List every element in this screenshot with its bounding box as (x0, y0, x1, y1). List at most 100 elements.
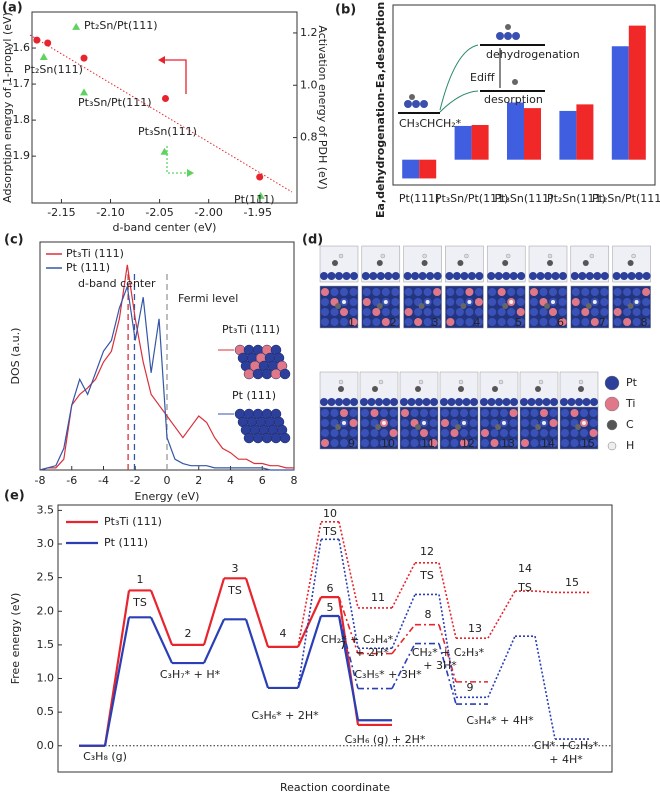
frame-number: 12 (461, 437, 475, 450)
atom (389, 419, 398, 427)
atom (380, 409, 388, 417)
atom (460, 439, 468, 447)
bar (419, 159, 437, 179)
panel-label: (e) (4, 489, 25, 504)
atom (384, 272, 393, 280)
atom (458, 379, 464, 385)
legend-label: Pt (111) (104, 536, 148, 549)
atom (410, 439, 419, 447)
atom (539, 308, 548, 316)
bar (559, 110, 577, 160)
connector (338, 596, 359, 654)
y-tick-label: -1.6 (9, 41, 30, 54)
point (39, 53, 48, 61)
atom (335, 303, 341, 309)
atom (458, 386, 464, 392)
atom (592, 300, 597, 304)
connector (438, 594, 457, 698)
atom (539, 288, 548, 296)
species-label: CH* +C₂H₃* (534, 739, 599, 752)
point (160, 147, 169, 155)
connector (297, 596, 322, 648)
atom (559, 272, 567, 280)
frame-number: 10 (381, 437, 395, 450)
x-tick-label: -1.95 (244, 206, 272, 219)
atom (623, 318, 632, 326)
atom (469, 419, 478, 427)
atom (600, 318, 609, 326)
atom (549, 439, 558, 447)
atom (320, 272, 328, 280)
connector (438, 562, 457, 639)
atom (582, 421, 586, 425)
atom (401, 429, 409, 437)
y-tick-label: 3.0 (37, 537, 55, 550)
atom (517, 272, 526, 280)
state-number: 9 (467, 681, 474, 694)
atom (530, 409, 539, 417)
atom (497, 288, 506, 296)
species-label: + 4H* (549, 753, 583, 766)
atom (418, 272, 427, 280)
red-arrowhead (158, 56, 165, 64)
atom (632, 318, 641, 326)
atom (370, 439, 379, 447)
atom (409, 94, 415, 100)
frame-number: 8 (641, 316, 648, 329)
x-tick-label: -2.15 (47, 206, 75, 219)
frame-number: 2 (390, 316, 397, 329)
atom (487, 272, 496, 280)
atom (415, 424, 421, 430)
atom (502, 398, 511, 406)
atom (488, 298, 497, 306)
atom (494, 272, 503, 280)
atom (509, 439, 518, 447)
atom (433, 288, 442, 296)
atom (361, 429, 369, 437)
atom (330, 318, 339, 326)
atom (521, 409, 529, 417)
atom (578, 386, 584, 392)
atom (558, 298, 567, 306)
atom (423, 308, 432, 316)
atom (415, 386, 421, 392)
x-tick-label: -4 (98, 474, 109, 487)
atom (362, 318, 371, 326)
atom (382, 398, 391, 406)
ts-label: TS (322, 525, 337, 538)
legend-atom (606, 419, 618, 431)
y-axis-title: Free energy (eV) (9, 593, 22, 685)
y2-tick-label: 0.8 (300, 131, 318, 144)
atom (381, 318, 390, 326)
legend-label: H (626, 439, 634, 452)
atom (475, 272, 484, 280)
frame-number: 1 (348, 316, 355, 329)
atom (338, 379, 344, 385)
atom (446, 318, 455, 326)
atom (474, 298, 483, 306)
atom (580, 439, 588, 447)
atom (335, 424, 341, 430)
atom (585, 303, 592, 309)
atom (330, 308, 339, 316)
atom (474, 308, 483, 316)
atom (509, 419, 518, 427)
connector (150, 616, 173, 664)
ts-label: TS (132, 596, 147, 609)
atom (549, 288, 557, 296)
x-tick-label: -2 (130, 474, 141, 487)
atom (390, 398, 398, 406)
atom (401, 409, 409, 417)
inset-label: Ediff (470, 71, 495, 84)
atom (361, 409, 369, 417)
atom (504, 32, 512, 40)
atom (613, 288, 622, 296)
x-tick-label: -6 (66, 474, 77, 487)
atom (642, 272, 651, 280)
atom (414, 288, 423, 296)
y-axis-title: Adsorption energy of 1-propyl (eV) (1, 12, 14, 203)
atom (362, 308, 371, 316)
atom (433, 308, 442, 316)
atom (460, 409, 468, 417)
legend-label: C (626, 418, 634, 431)
